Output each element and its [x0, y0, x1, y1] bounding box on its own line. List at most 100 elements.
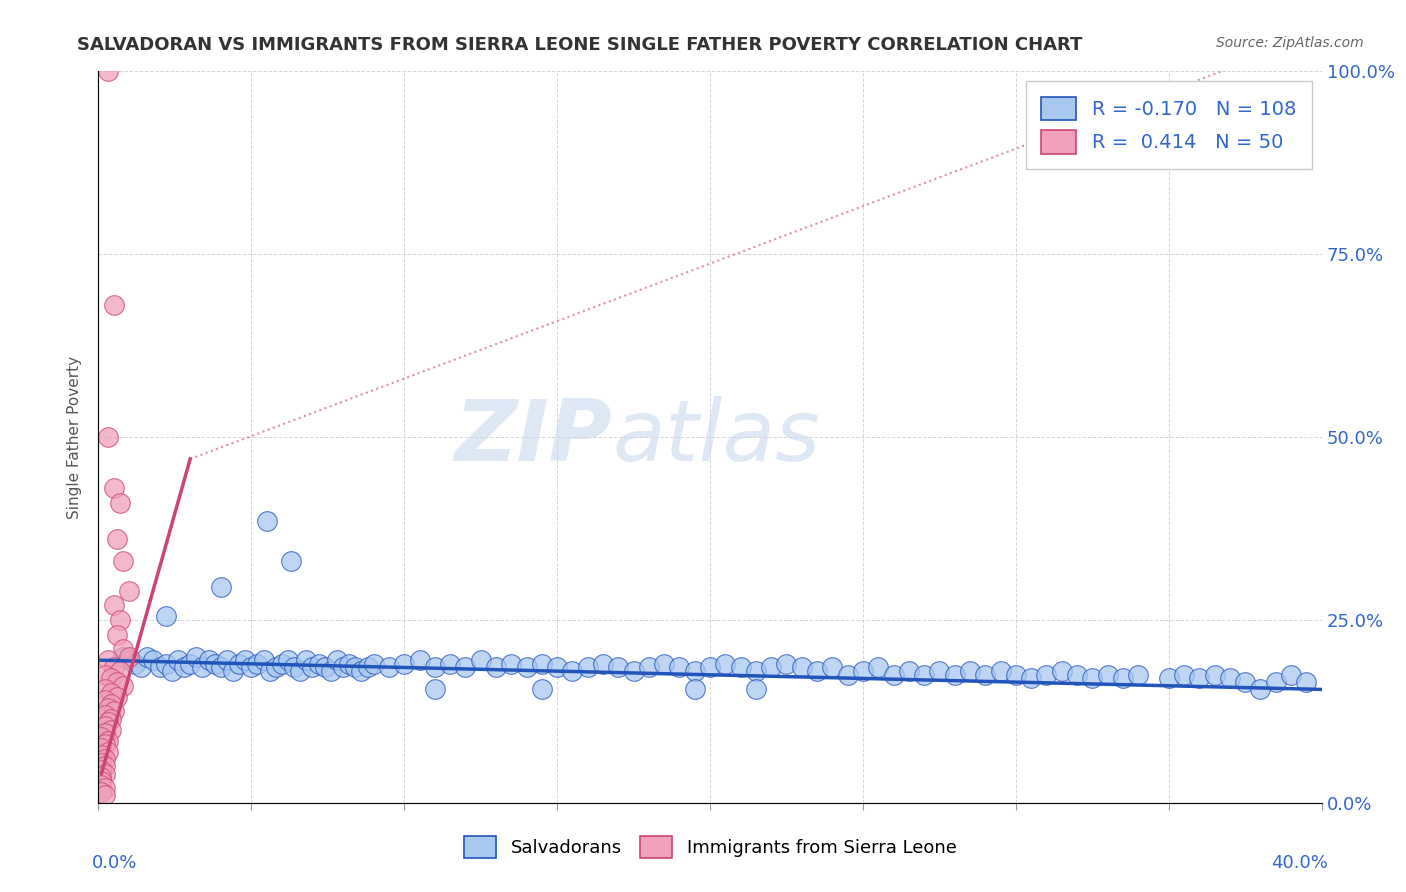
Point [90, 740, 112, 755]
Point [683, 682, 706, 697]
Point [103, 599, 125, 613]
Point [607, 660, 630, 674]
Point [277, 653, 299, 667]
Point [155, 609, 177, 624]
Point [1173, 667, 1195, 681]
Point [93, 726, 115, 740]
Point [103, 298, 125, 312]
Point [668, 660, 690, 674]
Point [423, 682, 446, 697]
Point [179, 657, 201, 671]
Point [90, 773, 112, 788]
Point [93, 708, 115, 723]
Point [974, 667, 997, 681]
Point [264, 660, 287, 674]
Point [363, 657, 385, 671]
Point [546, 660, 568, 674]
Point [561, 664, 583, 678]
Point [118, 653, 141, 667]
Point [93, 789, 115, 803]
Point [136, 649, 159, 664]
Point [90, 748, 112, 763]
Point [683, 664, 706, 678]
Point [233, 653, 256, 667]
Point [1050, 664, 1073, 678]
Point [97, 745, 120, 759]
Point [592, 657, 614, 671]
Point [821, 660, 844, 674]
Point [1066, 667, 1088, 681]
Point [378, 660, 401, 674]
Point [97, 430, 120, 444]
Point [97, 700, 120, 714]
Point [314, 660, 336, 674]
Point [730, 660, 752, 674]
Point [155, 657, 177, 671]
Point [103, 481, 125, 495]
Point [90, 770, 112, 784]
Point [111, 554, 134, 568]
Point [990, 664, 1012, 678]
Point [1204, 667, 1226, 681]
Point [108, 664, 131, 678]
Point [745, 664, 768, 678]
Point [93, 766, 115, 780]
Point [90, 763, 112, 777]
Point [308, 657, 330, 671]
Point [160, 664, 183, 678]
Point [204, 657, 226, 671]
Text: atlas: atlas [612, 395, 820, 479]
Point [118, 583, 141, 598]
Point [129, 660, 152, 674]
Point [897, 664, 920, 678]
Point [1188, 672, 1211, 686]
Point [259, 664, 281, 678]
Point [301, 660, 323, 674]
Point [209, 580, 232, 594]
Point [319, 664, 342, 678]
Point [97, 64, 120, 78]
Point [1279, 667, 1302, 681]
Point [105, 690, 128, 704]
Point [173, 660, 195, 674]
Point [103, 660, 125, 674]
Point [1019, 672, 1042, 686]
Point [1234, 675, 1257, 690]
Point [191, 660, 214, 674]
Point [637, 660, 661, 674]
Point [93, 752, 115, 766]
Point [516, 660, 538, 674]
Point [326, 653, 349, 667]
Point [124, 657, 146, 671]
Point [1249, 682, 1271, 697]
Point [142, 653, 165, 667]
Point [270, 657, 292, 671]
Point [576, 660, 599, 674]
Point [228, 657, 250, 671]
Point [423, 660, 446, 674]
Point [108, 613, 131, 627]
Point [454, 660, 477, 674]
Point [699, 660, 721, 674]
Point [93, 737, 115, 751]
Point [790, 660, 813, 674]
Point [252, 653, 274, 667]
Text: SALVADORAN VS IMMIGRANTS FROM SIERRA LEONE SINGLE FATHER POVERTY CORRELATION CHA: SALVADORAN VS IMMIGRANTS FROM SIERRA LEO… [77, 36, 1083, 54]
Text: ZIP: ZIP [454, 395, 612, 479]
Point [1219, 672, 1241, 686]
Text: 0.0%: 0.0% [93, 854, 138, 872]
Point [928, 664, 950, 678]
Point [93, 759, 115, 773]
Point [943, 667, 966, 681]
Text: Source: ZipAtlas.com: Source: ZipAtlas.com [1216, 36, 1364, 50]
Point [108, 496, 131, 510]
Point [256, 514, 278, 528]
Point [105, 627, 128, 641]
Point [530, 682, 553, 697]
Point [93, 667, 115, 681]
Point [283, 660, 305, 674]
Point [868, 660, 890, 674]
Point [344, 660, 367, 674]
Point [240, 660, 263, 674]
Point [103, 705, 125, 719]
